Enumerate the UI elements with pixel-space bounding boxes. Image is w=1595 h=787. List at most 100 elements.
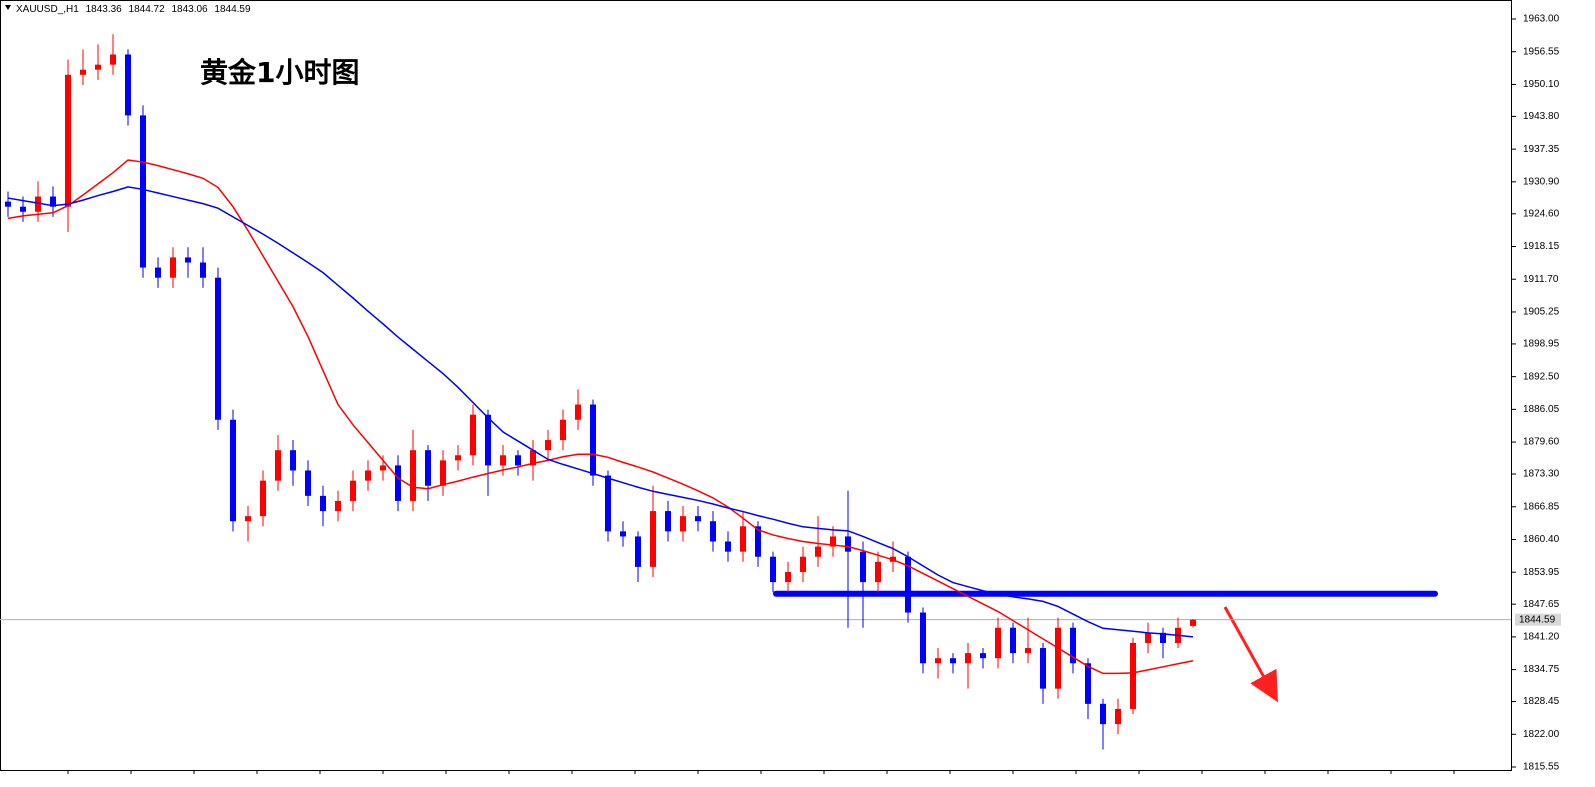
candle-body bbox=[80, 69, 86, 75]
candle-body bbox=[815, 546, 821, 557]
y-tick-label: 1930.90 bbox=[1523, 176, 1560, 187]
header-icon bbox=[5, 5, 11, 10]
down-arrow bbox=[1223, 606, 1278, 703]
candle-body bbox=[575, 404, 581, 420]
candle-body bbox=[365, 470, 371, 481]
plot-frame bbox=[0, 0, 1512, 771]
candle-body bbox=[665, 511, 671, 532]
candle-body bbox=[620, 531, 626, 537]
candle-body bbox=[380, 465, 386, 471]
candle-body bbox=[5, 201, 11, 207]
low: 1843.06 bbox=[171, 4, 208, 15]
candle-body bbox=[1040, 648, 1046, 689]
candle-body bbox=[425, 450, 431, 486]
candle-body bbox=[875, 561, 881, 583]
candle-body bbox=[590, 404, 596, 476]
y-tick-label: 1924.60 bbox=[1523, 208, 1560, 219]
candle-body bbox=[905, 556, 911, 613]
y-tick-label: 1892.50 bbox=[1523, 371, 1560, 382]
candle-body bbox=[635, 536, 641, 567]
candle-body bbox=[65, 74, 71, 207]
y-tick-label: 1815.55 bbox=[1523, 762, 1560, 773]
candle-body bbox=[455, 455, 461, 461]
candle-body bbox=[1100, 703, 1106, 725]
candle-body bbox=[740, 526, 746, 552]
y-tick-label: 1898.95 bbox=[1523, 339, 1560, 350]
y-tick-label: 1822.00 bbox=[1523, 729, 1560, 740]
candle-body bbox=[1055, 627, 1061, 689]
price-tag: 1844.59 bbox=[1519, 614, 1556, 625]
candle-body bbox=[200, 262, 206, 278]
y-tick-label: 1905.25 bbox=[1523, 307, 1560, 318]
candle-body bbox=[680, 516, 686, 532]
candle-body bbox=[560, 419, 566, 441]
moving-average bbox=[7, 159, 1194, 675]
candle-body bbox=[260, 480, 266, 517]
candle-body bbox=[500, 455, 506, 466]
candle-body bbox=[530, 450, 536, 466]
close: 1844.59 bbox=[214, 4, 251, 15]
candle-body bbox=[935, 658, 941, 664]
candle-body bbox=[545, 440, 551, 451]
y-tick-label: 1834.75 bbox=[1523, 664, 1560, 675]
candle-body bbox=[515, 455, 521, 466]
candle-body bbox=[950, 658, 956, 664]
candle-body bbox=[290, 450, 296, 471]
candle-body bbox=[650, 511, 656, 567]
candle-body bbox=[410, 450, 416, 501]
candle-body bbox=[1190, 619, 1196, 626]
y-tick-label: 1873.30 bbox=[1523, 469, 1560, 480]
symbol: XAUUSD_,H1 bbox=[16, 4, 79, 15]
candle-body bbox=[1130, 642, 1136, 709]
open: 1843.36 bbox=[86, 4, 123, 15]
candle-body bbox=[470, 414, 476, 456]
candle-body bbox=[155, 267, 161, 278]
candle-body bbox=[395, 465, 401, 501]
candle-body bbox=[845, 536, 851, 552]
candle-body bbox=[305, 470, 311, 496]
y-tick-label: 1911.70 bbox=[1523, 274, 1559, 285]
high: 1844.72 bbox=[129, 4, 166, 15]
y-tick-label: 1860.40 bbox=[1523, 534, 1560, 545]
candle-body bbox=[485, 414, 491, 466]
moving-average bbox=[7, 186, 1194, 638]
candle-body bbox=[1070, 627, 1076, 664]
candle-body bbox=[1160, 632, 1166, 643]
candle-body bbox=[1010, 627, 1016, 654]
candle-body bbox=[1085, 663, 1091, 704]
candle-body bbox=[140, 115, 146, 268]
candle-body bbox=[605, 475, 611, 532]
candle-body bbox=[275, 450, 281, 481]
candle-body bbox=[770, 556, 776, 583]
chart-title: 黄金1小时图 bbox=[200, 56, 359, 89]
candle-body bbox=[1115, 708, 1121, 725]
candle-body bbox=[830, 536, 836, 547]
candle-body bbox=[110, 54, 116, 65]
candle-body bbox=[980, 653, 986, 659]
y-tick-label: 1937.35 bbox=[1523, 144, 1560, 155]
candle-body bbox=[920, 612, 926, 664]
y-tick-label: 1950.10 bbox=[1523, 79, 1560, 90]
y-tick-label: 1963.00 bbox=[1523, 14, 1560, 25]
candle-body bbox=[995, 627, 1001, 659]
candle-body bbox=[125, 54, 131, 116]
candle-body bbox=[785, 571, 791, 583]
price-tag-bg bbox=[1515, 613, 1561, 626]
candle-body bbox=[335, 500, 341, 512]
header: XAUUSD_,H1 1843.36 1844.72 1843.06 1844.… bbox=[16, 4, 251, 15]
candle-body bbox=[440, 460, 446, 486]
candle-body bbox=[1145, 632, 1151, 643]
candle-body bbox=[95, 64, 101, 70]
candle-body bbox=[50, 196, 56, 207]
y-tick-label: 1841.20 bbox=[1523, 632, 1560, 643]
y-tick-label: 1866.85 bbox=[1523, 501, 1560, 512]
candle-body bbox=[20, 206, 26, 212]
candle-body bbox=[215, 277, 221, 420]
y-tick-label: 1956.55 bbox=[1523, 46, 1560, 57]
candle-body bbox=[35, 196, 41, 212]
y-tick-label: 1879.60 bbox=[1523, 437, 1560, 448]
candle-body bbox=[350, 480, 356, 501]
candle-body bbox=[230, 419, 236, 522]
candle-body bbox=[1025, 648, 1031, 654]
candle-body bbox=[320, 495, 326, 512]
